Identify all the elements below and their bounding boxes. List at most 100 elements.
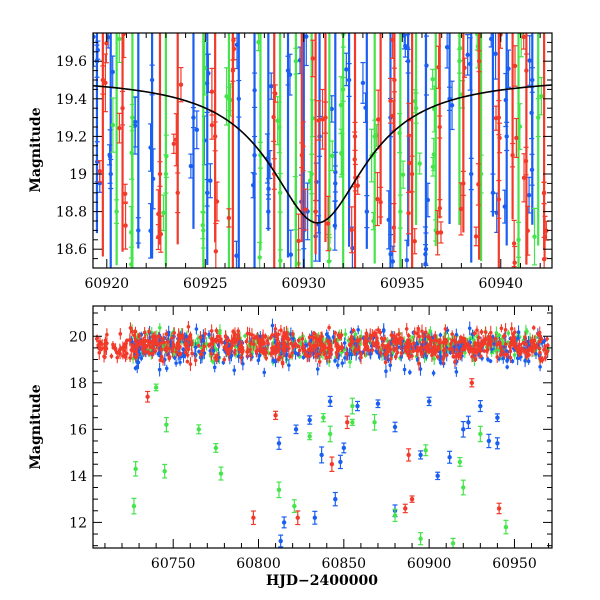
green-point bbox=[310, 99, 316, 138]
red-baseline-point bbox=[245, 350, 250, 354]
blue-point-marker bbox=[312, 515, 318, 520]
red-baseline-point bbox=[537, 331, 542, 335]
green-baseline-point bbox=[463, 350, 467, 355]
red-baseline-point bbox=[102, 346, 107, 350]
red-epoch bbox=[320, 33, 331, 252]
red-baseline-point bbox=[240, 350, 245, 354]
red-baseline-point bbox=[486, 334, 491, 339]
zoom-y-tick-label: 18.6 bbox=[56, 242, 87, 258]
red-epoch bbox=[541, 33, 549, 268]
green-point bbox=[218, 466, 224, 481]
full-y-tick-label: 16 bbox=[69, 422, 87, 438]
red-baseline-point bbox=[263, 350, 268, 354]
blue-point-marker bbox=[333, 181, 338, 186]
red-point bbox=[299, 142, 305, 169]
green-baseline-point bbox=[343, 332, 348, 336]
red-baseline-point bbox=[214, 328, 219, 333]
red-baseline-point bbox=[503, 328, 508, 332]
blue-point bbox=[285, 55, 291, 86]
full-x-tick-label: 60750 bbox=[151, 556, 196, 572]
red-baseline-point bbox=[222, 345, 227, 350]
red-baseline-point bbox=[545, 349, 550, 354]
green-point-marker bbox=[430, 77, 435, 82]
red-point bbox=[409, 155, 415, 193]
red-point-marker bbox=[438, 230, 444, 235]
blue-point bbox=[329, 95, 335, 123]
green-point-marker bbox=[532, 234, 537, 239]
red-baseline-point bbox=[452, 338, 457, 343]
red-baseline-point bbox=[498, 352, 503, 357]
red-baseline-point bbox=[273, 327, 278, 331]
red-baseline-point bbox=[463, 341, 468, 346]
red-point-marker bbox=[145, 394, 150, 399]
red-point-marker bbox=[349, 227, 354, 232]
blue-baseline-point bbox=[232, 368, 237, 373]
blue-point-marker bbox=[388, 251, 393, 257]
blue-baseline-point bbox=[270, 323, 275, 328]
red-baseline-point bbox=[198, 352, 203, 356]
zoom-y-tick-label: 19.4 bbox=[56, 92, 87, 108]
red-baseline-point bbox=[327, 325, 331, 330]
blue-point-marker bbox=[504, 134, 509, 139]
red-baseline-point bbox=[145, 339, 150, 344]
green-point bbox=[370, 211, 376, 231]
red-baseline-point bbox=[484, 338, 488, 342]
blue-point bbox=[252, 135, 258, 175]
blue-epoch bbox=[444, 33, 455, 224]
red-point-marker bbox=[542, 234, 548, 240]
red-baseline-point bbox=[244, 339, 249, 344]
green-point-marker bbox=[503, 524, 509, 530]
zoom-x-tick-label: 60920 bbox=[85, 276, 130, 292]
red-baseline-point bbox=[305, 354, 310, 358]
blue-baseline-point bbox=[505, 365, 510, 369]
red-point-marker bbox=[521, 34, 526, 40]
red-point-marker bbox=[323, 115, 328, 120]
red-baseline-point bbox=[321, 347, 326, 352]
green-point bbox=[538, 76, 544, 116]
red-baseline-point bbox=[288, 354, 292, 359]
red-baseline-point bbox=[177, 337, 182, 341]
blue-point bbox=[435, 471, 441, 481]
blue-point-marker bbox=[364, 209, 370, 214]
full-plot-frame bbox=[92, 305, 553, 549]
blue-baseline-point bbox=[315, 367, 320, 371]
blue-baseline-point bbox=[333, 358, 337, 363]
green-point bbox=[110, 97, 116, 153]
green-epoch bbox=[200, 33, 208, 268]
red-baseline-point bbox=[272, 348, 277, 352]
blue-baseline-point bbox=[135, 360, 139, 364]
red-baseline-point bbox=[131, 349, 136, 353]
red-baseline-point bbox=[215, 357, 219, 362]
blue-point-marker bbox=[252, 88, 257, 93]
green-baseline-point bbox=[172, 352, 176, 356]
red-epoch bbox=[296, 33, 309, 268]
blue-point-marker bbox=[527, 58, 532, 63]
green-point bbox=[349, 418, 355, 426]
red-baseline-point bbox=[137, 334, 141, 339]
red-point bbox=[209, 67, 215, 116]
red-baseline-point bbox=[161, 359, 165, 364]
red-baseline-point bbox=[209, 352, 214, 356]
blue-point-marker bbox=[447, 455, 452, 460]
red-baseline-point bbox=[454, 347, 459, 352]
blue-point bbox=[307, 415, 313, 425]
blue-point bbox=[529, 153, 535, 186]
red-point-marker bbox=[158, 231, 164, 237]
red-baseline-point bbox=[405, 340, 410, 344]
red-baseline-point bbox=[429, 349, 434, 353]
blue-epoch bbox=[526, 33, 535, 225]
red-baseline-point bbox=[375, 336, 379, 340]
blue-epoch bbox=[132, 33, 141, 249]
blue-point-marker bbox=[493, 51, 498, 57]
blue-epoch bbox=[329, 33, 338, 251]
red-point bbox=[407, 134, 413, 192]
red-point-marker bbox=[514, 135, 519, 141]
red-epoch bbox=[310, 33, 322, 255]
blue-baseline-point bbox=[516, 336, 520, 340]
blue-point-marker bbox=[319, 452, 324, 458]
blue-baseline-point bbox=[402, 367, 407, 372]
blue-point-marker bbox=[288, 252, 294, 257]
green-point bbox=[456, 48, 462, 74]
red-baseline-point bbox=[318, 352, 322, 356]
